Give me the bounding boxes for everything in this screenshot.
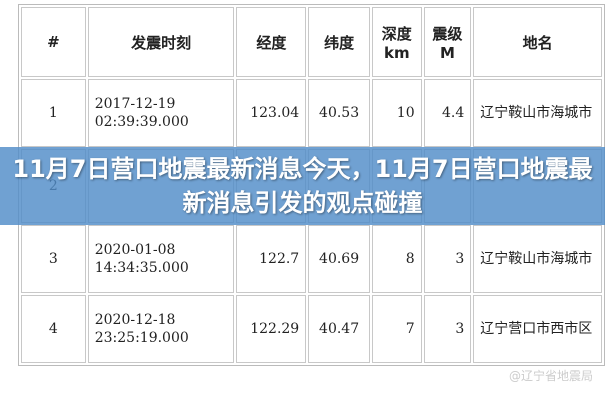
col-header: # <box>21 7 86 77</box>
table-cell: 122.7 <box>236 225 307 293</box>
col-header: 发震时刻 <box>87 7 235 77</box>
table-header: # 发震时刻 经度 纬度 深度km 震级M 地名 <box>21 7 602 77</box>
col-header: 经度 <box>236 7 307 77</box>
table-cell: 40.69 <box>308 225 370 293</box>
page-title: 11月7日营口地震最新消息今天，11月7日营口地震最新消息引发的观点碰撞 <box>12 155 593 217</box>
col-header: 纬度 <box>308 7 370 77</box>
table-cell: 122.29 <box>236 295 307 363</box>
table-cell: 123.04 <box>236 79 307 147</box>
table-cell: 辽宁鞍山市海城市 <box>473 225 602 293</box>
watermark: @辽宁省地震局 <box>508 369 593 383</box>
table-cell: 7 <box>371 295 422 363</box>
table-row: 1 2017-12-19 02:39:39.000 123.04 40.53 10 4.4… <box>21 79 602 147</box>
table-cell: 3 <box>423 225 472 293</box>
table-cell: 辽宁鞍山市海城市 <box>473 79 602 147</box>
col-header: 震级M <box>423 7 472 77</box>
table-row: 4 2020-12-18 23:25:19.000 122.29 40.47 7 3 辽宁营… <box>21 295 602 363</box>
col-header: 深度km <box>371 7 422 77</box>
title-banner <box>0 147 605 225</box>
table-cell: 3 <box>423 295 472 363</box>
table-cell: 8 <box>371 225 422 293</box>
table-cell: 1 <box>21 79 86 147</box>
table-cell: 2020-12-18 23:25:19.000 <box>87 295 235 363</box>
table-cell: 4.4 <box>423 79 472 147</box>
table-cell: 3 <box>21 225 86 293</box>
table-cell: 辽宁营口市西市区 <box>473 295 602 363</box>
table-cell: 2017-12-19 02:39:39.000 <box>87 79 235 147</box>
col-header: 地名 <box>473 7 602 77</box>
table-cell: 40.53 <box>308 79 370 147</box>
table-cell: 40.47 <box>308 295 370 363</box>
table-cell: 10 <box>371 79 422 147</box>
table-cell: 4 <box>21 295 86 363</box>
table-cell: 2020-01-08 14:34:35.000 <box>87 225 235 293</box>
table-row: 3 2020-01-08 14:34:35.000 122.7 40.69 8 3 辽宁鞍山… <box>21 225 602 293</box>
